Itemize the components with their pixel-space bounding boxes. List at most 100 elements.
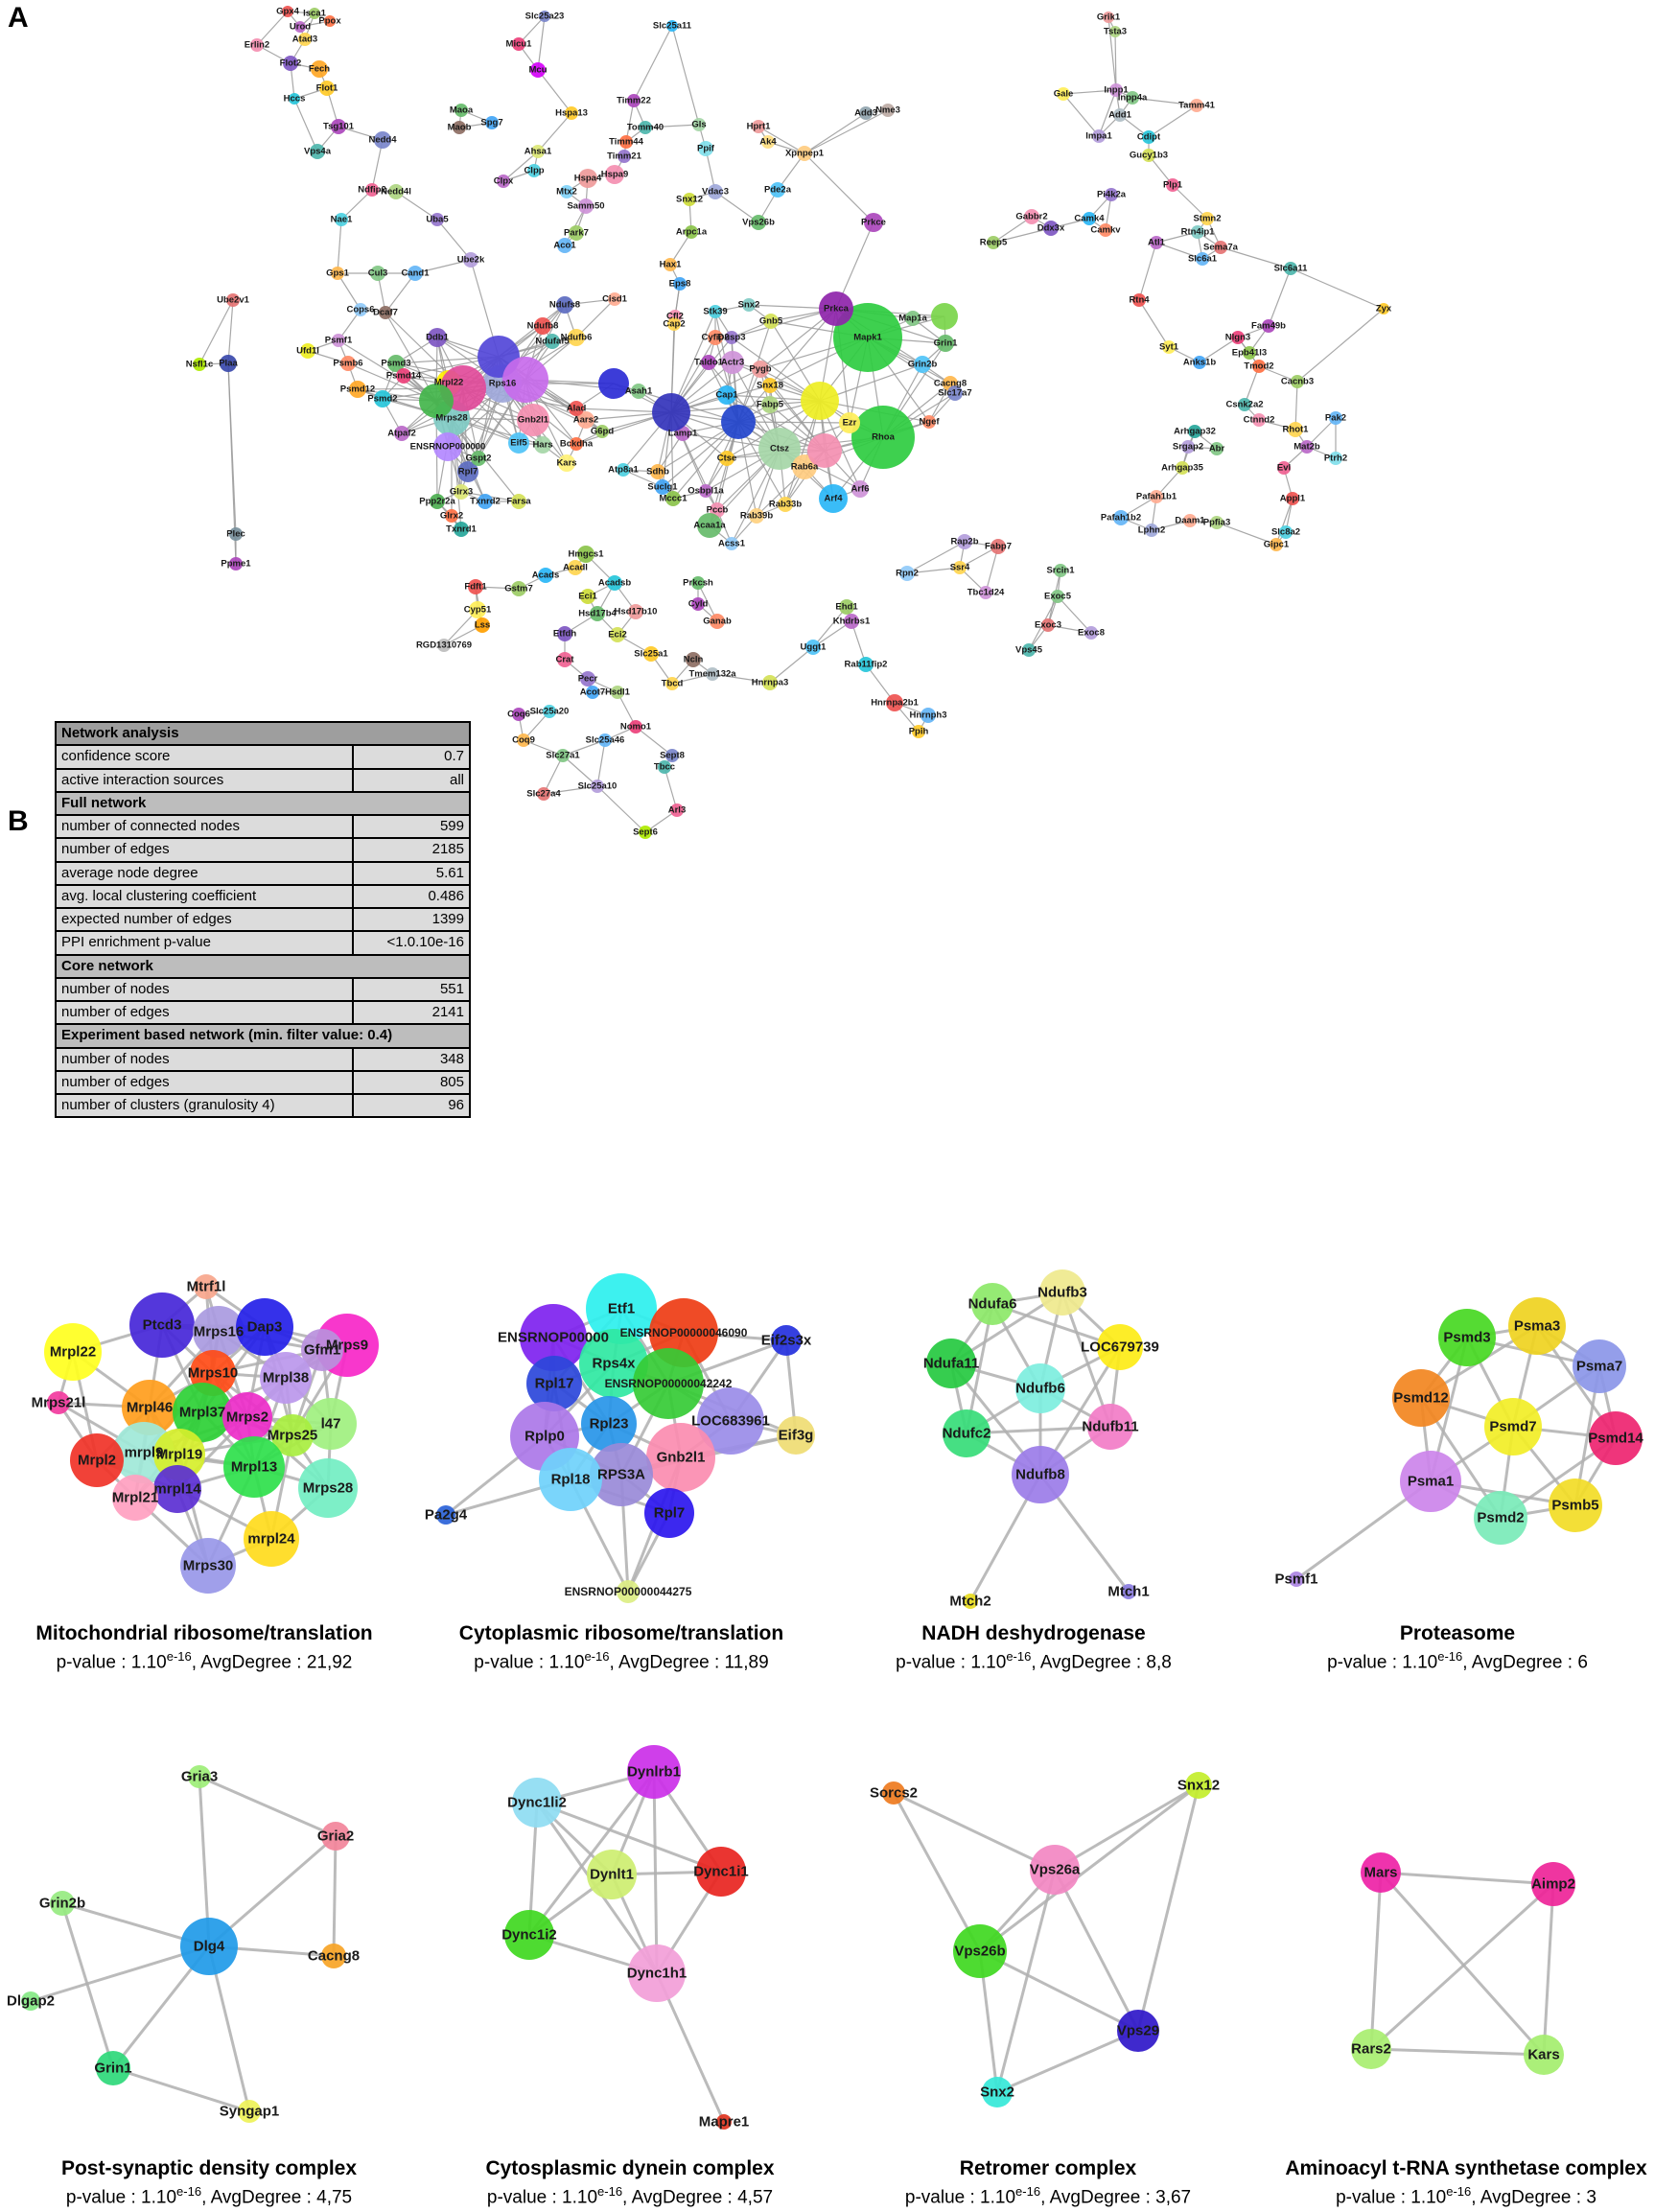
cluster-caption-retromer: Retromer complex p-value : 1.10e-16, Avg…: [905, 2157, 1191, 2208]
node-label: Glrx2: [440, 511, 463, 522]
network-node: [1109, 83, 1123, 97]
network-node: [1193, 356, 1206, 369]
network-node: [633, 1348, 704, 1419]
network-edge: [198, 1775, 337, 1838]
network-node: [453, 121, 466, 134]
node-label: Cops6: [346, 305, 374, 315]
node-label: Arf4: [824, 494, 843, 504]
node-label: Rtn4: [1129, 295, 1150, 306]
node-label: Gucy1b3: [1130, 151, 1168, 161]
node-label: Osbpl1a: [688, 486, 724, 497]
network-node: [1286, 492, 1299, 505]
network-node: [332, 334, 345, 347]
node-label: Mat2b: [1293, 442, 1320, 453]
network-node: [1243, 346, 1256, 360]
node-label: Psmd3: [1443, 1330, 1490, 1346]
node-label: Ahsa1: [524, 147, 552, 157]
table-row: Full network: [55, 790, 471, 817]
network-node: [428, 328, 447, 347]
node-label: Mrps16: [194, 1324, 245, 1340]
node-label: Dync1li2: [507, 1795, 567, 1811]
network-edge: [635, 726, 673, 757]
node-label: Rpl18: [551, 1472, 591, 1488]
node-label: Syt1: [1159, 342, 1179, 353]
table-section-header: Core network: [55, 953, 471, 979]
node-label: Txnrd1: [446, 524, 477, 535]
node-label: LOC683961: [691, 1413, 770, 1430]
network-edge: [1306, 417, 1337, 448]
network-node: [223, 1436, 285, 1498]
network-edge: [985, 546, 999, 594]
node-label: Ndufb11: [1082, 1419, 1138, 1435]
network-edge: [995, 1869, 1057, 2093]
network-node: [50, 1891, 75, 1916]
node-label: Uba5: [426, 215, 449, 225]
network-node: [758, 428, 801, 470]
node-label: Ube2v1: [217, 295, 250, 306]
network-node: [721, 351, 744, 374]
network-node: [1589, 1411, 1643, 1465]
node-label: Mrpl22: [434, 378, 464, 388]
network-node: [419, 384, 454, 418]
node-label: Spg7: [480, 118, 502, 128]
network-edge: [1131, 97, 1198, 106]
network-edge: [562, 755, 598, 787]
node-label: Rars2: [1351, 2041, 1391, 2058]
node-label: Coq9: [512, 735, 535, 746]
network-node: [1142, 149, 1155, 162]
network-edge: [1379, 1871, 1546, 2057]
node-label: Abr: [1209, 444, 1225, 454]
network-node: [354, 303, 367, 316]
node-label: Ppme1: [221, 559, 251, 570]
node-label: Mrpl13: [231, 1459, 277, 1476]
network-node: [1351, 2029, 1391, 2069]
network-node: [538, 568, 553, 583]
network-node: [1378, 303, 1389, 314]
network-node: [502, 357, 548, 403]
cluster-title: Retromer complex: [959, 2157, 1137, 2179]
network-node: [1142, 130, 1155, 144]
network-node: [1176, 461, 1189, 475]
cluster-caption-mitochondrial: Mitochondrial ribosome/translation p-val…: [35, 1622, 372, 1673]
node-label: Mapk1: [853, 333, 882, 343]
network-node: [899, 566, 915, 581]
network-node: [331, 119, 346, 134]
network-node: [511, 581, 526, 596]
network-edge: [596, 739, 606, 787]
node-label: Rhoa: [872, 432, 895, 443]
network-node: [431, 213, 444, 226]
network-edge: [1098, 89, 1117, 137]
table-row-label: number of edges: [55, 1069, 354, 1096]
node-label: Khdrbs1: [833, 617, 871, 627]
network-node: [777, 1416, 815, 1455]
node-label: Bckdha: [560, 439, 594, 450]
node-label: Timm21: [607, 151, 641, 162]
table-row: average node degree 5.61: [55, 860, 471, 886]
network-node: [309, 8, 320, 19]
network-edge: [996, 2029, 1139, 2094]
network-node: [300, 343, 315, 359]
node-label: Cul3: [368, 268, 388, 279]
node-label: Mrps10: [188, 1365, 239, 1382]
node-label: Rpn2: [896, 569, 919, 579]
network-node: [1270, 538, 1283, 551]
network-node: [598, 368, 629, 399]
node-label: ENSRNOP00000042242: [605, 1377, 733, 1390]
node-label: Slc25a20: [530, 707, 570, 717]
network-node: [1024, 209, 1039, 224]
network-node: [1210, 516, 1224, 529]
node-label: Mrps2: [226, 1409, 268, 1426]
network-node: [569, 401, 584, 416]
node-label: Gipc1: [1264, 540, 1290, 550]
network-node: [666, 20, 678, 32]
network-node: [534, 436, 551, 454]
node-label: Tbcd: [662, 679, 684, 689]
node-label: Evl: [1277, 463, 1291, 474]
node-label: Sema7a: [1203, 243, 1239, 253]
network-node: [565, 106, 578, 120]
node-label: Tamm41: [1178, 101, 1216, 111]
network-node: [1022, 643, 1036, 657]
network-node: [454, 522, 469, 537]
network-node: [539, 1448, 602, 1511]
network-node: [370, 266, 385, 281]
